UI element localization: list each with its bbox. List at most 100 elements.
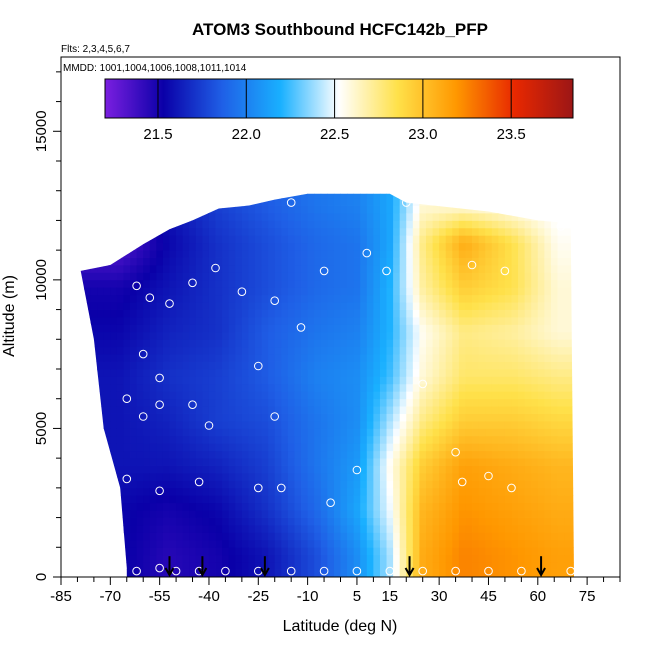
field-cell <box>281 450 289 459</box>
field-cell <box>518 428 526 437</box>
field-cell <box>524 272 532 281</box>
field-cell <box>564 547 572 556</box>
field-cell <box>439 465 447 474</box>
field-cell <box>518 220 526 229</box>
field-cell <box>143 458 151 466</box>
field-cell <box>255 346 262 355</box>
field-cell <box>169 428 177 437</box>
field-cell <box>80 495 85 504</box>
field-cell <box>281 473 289 481</box>
field-cell <box>524 443 532 452</box>
field-cell <box>472 205 480 214</box>
field-cell <box>274 443 282 452</box>
field-cell <box>425 331 433 340</box>
field-cell <box>156 339 164 348</box>
field-cell <box>347 525 355 533</box>
field-cell <box>222 193 230 199</box>
field-cell <box>123 361 131 370</box>
field-cell <box>386 443 394 452</box>
field-cell <box>524 569 532 577</box>
field-cell <box>465 205 473 214</box>
field-cell <box>241 502 249 511</box>
field-cell <box>143 324 151 333</box>
field-cell <box>333 569 341 577</box>
field-cell <box>189 361 197 370</box>
field-cell <box>281 502 289 511</box>
field-cell <box>432 354 440 362</box>
field-cell <box>333 235 341 244</box>
sample-point <box>132 281 141 291</box>
field-cell <box>347 279 355 288</box>
field-cell <box>478 473 486 481</box>
field-cell <box>215 198 223 206</box>
field-cell <box>294 339 302 348</box>
field-cell <box>379 193 387 199</box>
field-cell <box>248 495 256 504</box>
field-cell <box>84 242 91 251</box>
field-cell <box>406 193 414 199</box>
field-cell <box>195 376 203 385</box>
field-cell <box>412 242 420 251</box>
field-cell <box>399 242 407 251</box>
field-cell <box>215 383 223 392</box>
field-cell <box>472 294 480 303</box>
field-cell <box>472 525 480 533</box>
field-cell <box>149 480 157 489</box>
field-cell <box>255 213 262 221</box>
field-cell <box>287 198 295 206</box>
field-cell <box>123 428 131 437</box>
field-cell <box>189 227 197 236</box>
field-cell <box>215 250 223 258</box>
field-cell <box>123 495 131 504</box>
field-cell <box>222 309 230 318</box>
field-cell <box>347 376 355 385</box>
field-cell <box>169 198 177 206</box>
field-cell <box>393 458 401 466</box>
field-cell <box>432 198 440 206</box>
field-cell <box>103 339 111 348</box>
field-cell <box>195 279 203 288</box>
field-cell <box>202 257 210 266</box>
field-cell <box>511 279 519 288</box>
field-cell <box>215 346 223 355</box>
sample-point <box>296 323 306 332</box>
field-cell <box>235 317 243 325</box>
field-cell <box>570 547 574 556</box>
field-cell <box>458 473 466 481</box>
field-cell <box>281 413 289 422</box>
field-cell <box>393 473 401 481</box>
field-cell <box>465 235 473 244</box>
field-cell <box>432 213 440 221</box>
field-cell <box>281 287 289 296</box>
field-cell <box>406 331 414 340</box>
field-cell <box>432 317 440 325</box>
field-cell <box>235 502 243 511</box>
field-cell <box>373 205 381 214</box>
field-cell <box>439 257 447 266</box>
field-cell <box>439 450 447 459</box>
field-cell <box>531 227 539 236</box>
field-cell <box>228 547 236 556</box>
field-cell <box>195 257 203 266</box>
field-cell <box>399 294 407 303</box>
field-cell <box>439 517 447 526</box>
field-cell <box>557 361 565 370</box>
field-cell <box>537 502 545 511</box>
field-cell <box>149 317 157 325</box>
field-cell <box>353 517 361 526</box>
field-cell <box>491 435 499 444</box>
field-cell <box>189 517 197 526</box>
field-cell <box>162 213 170 221</box>
field-cell <box>406 487 414 496</box>
field-cell <box>301 547 309 556</box>
field-cell <box>307 517 315 526</box>
field-cell <box>97 346 105 355</box>
field-cell <box>373 562 381 570</box>
field-cell <box>557 339 565 348</box>
y-axis-label: Altitude (m) <box>1 275 18 357</box>
field-cell <box>511 495 519 504</box>
field-cell <box>531 473 539 481</box>
field-cell <box>327 525 335 533</box>
field-cell <box>90 562 98 570</box>
field-cell <box>445 406 453 414</box>
